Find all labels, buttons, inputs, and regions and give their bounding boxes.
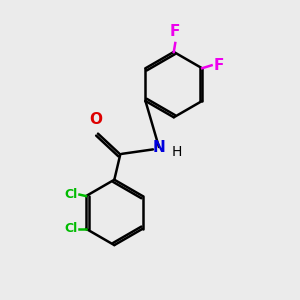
Text: O: O [89,112,102,127]
Text: N: N [152,140,165,154]
Text: F: F [170,24,181,39]
Text: H: H [171,146,182,159]
Text: Cl: Cl [64,188,78,201]
Text: Cl: Cl [64,222,78,235]
Text: F: F [213,58,224,73]
